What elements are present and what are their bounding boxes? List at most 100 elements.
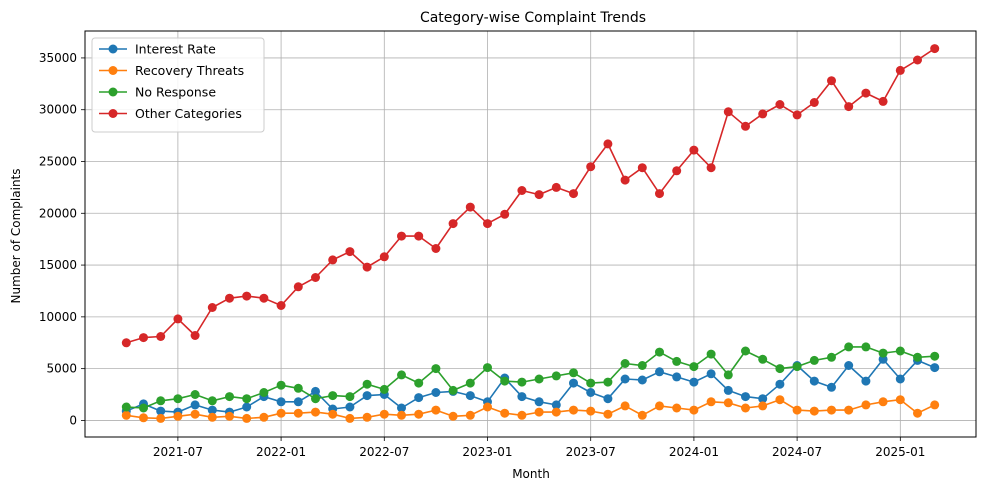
data-point [379, 252, 389, 262]
x-tick-label: 2023-01 [462, 445, 512, 459]
series-layer [121, 44, 940, 423]
legend-marker [108, 109, 118, 118]
y-tick-label: 25000 [39, 155, 77, 169]
data-point [534, 397, 544, 407]
data-point [706, 369, 716, 379]
data-point [173, 394, 183, 404]
data-point [345, 392, 355, 402]
data-point [586, 378, 596, 388]
data-point [534, 374, 544, 384]
data-point [173, 411, 183, 421]
data-point [620, 359, 630, 368]
data-point [242, 394, 252, 404]
data-point [689, 362, 699, 372]
data-point [620, 374, 630, 384]
data-point [465, 202, 475, 212]
legend-label: Interest Rate [135, 42, 216, 57]
data-point [276, 408, 286, 418]
data-point [827, 352, 836, 362]
data-point [620, 175, 630, 185]
data-point [121, 402, 131, 412]
y-tick-label: 35000 [39, 51, 77, 65]
data-point [242, 413, 252, 423]
data-point [706, 397, 716, 407]
data-point [758, 354, 768, 364]
data-point [723, 385, 733, 395]
y-tick-label: 10000 [39, 310, 77, 324]
data-point [517, 377, 527, 387]
y-tick-label: 15000 [39, 258, 77, 272]
data-point [397, 403, 406, 413]
data-point [741, 392, 750, 402]
data-point [293, 282, 303, 292]
data-point [689, 377, 699, 387]
data-point [276, 397, 286, 407]
y-tick-label: 5000 [46, 362, 77, 376]
data-point [551, 371, 561, 381]
data-point [207, 303, 217, 312]
data-point [930, 400, 940, 410]
data-point [844, 102, 854, 112]
data-point [878, 397, 888, 407]
data-point [844, 361, 854, 370]
data-point [861, 400, 871, 410]
data-point [844, 342, 854, 352]
data-point [861, 88, 871, 98]
x-tick-label: 2024-07 [772, 445, 822, 459]
data-point [414, 409, 424, 419]
data-point [603, 377, 613, 387]
data-point [620, 401, 630, 411]
data-point [741, 403, 750, 413]
data-point [345, 413, 355, 423]
data-point [809, 98, 819, 107]
data-point [276, 380, 286, 390]
data-point [758, 109, 768, 119]
series-no-response [121, 342, 940, 413]
data-point [655, 189, 664, 199]
data-point [259, 293, 269, 303]
data-point [792, 405, 802, 415]
data-point [517, 186, 527, 195]
data-point [448, 411, 458, 421]
data-point [121, 338, 131, 348]
data-point [362, 412, 372, 422]
data-point [448, 385, 458, 395]
data-point [913, 55, 922, 65]
data-point [792, 110, 802, 120]
data-point [345, 247, 355, 257]
legend-label: Other Categories [135, 106, 242, 121]
data-point [345, 402, 355, 412]
data-point [861, 376, 871, 386]
data-point [500, 209, 510, 219]
data-point [586, 406, 596, 416]
data-point [603, 139, 613, 149]
data-point [156, 332, 166, 341]
data-point [121, 410, 131, 420]
data-point [827, 76, 836, 86]
data-point [397, 231, 406, 241]
data-point [706, 163, 716, 173]
data-point [689, 405, 699, 415]
data-point [311, 273, 320, 282]
data-point [827, 382, 836, 392]
data-point [569, 405, 578, 415]
data-point [225, 293, 234, 303]
data-point [637, 163, 647, 173]
data-point [156, 406, 166, 416]
data-point [190, 400, 200, 410]
data-point [431, 244, 441, 253]
data-point [207, 412, 217, 422]
data-point [500, 376, 510, 386]
data-point [672, 372, 682, 382]
data-point [758, 401, 768, 411]
data-point [397, 410, 406, 420]
y-tick-label: 0 [69, 413, 77, 427]
data-point [878, 96, 888, 106]
data-point [878, 348, 888, 358]
data-point [827, 405, 836, 415]
data-point [225, 411, 234, 421]
data-point [242, 402, 252, 412]
data-point [930, 351, 940, 361]
data-point [517, 410, 527, 420]
